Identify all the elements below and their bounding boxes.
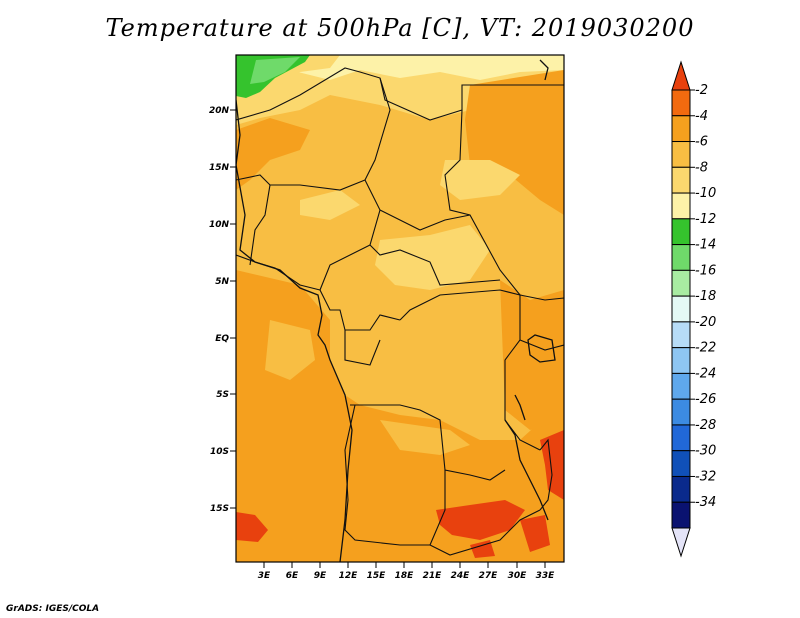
colorbar-label: -32 (695, 469, 716, 484)
field-orange-east (500, 280, 564, 430)
lat-axis: 20N 15N 10N 5N EQ 5S 10S 15S (209, 106, 236, 514)
map-title: Temperature at 500hPa [C], VT: 201903020… (105, 14, 695, 42)
colorbar-swatch (671, 424, 691, 452)
lon-label: 33E (536, 571, 556, 581)
lat-tick-15n: 15N (209, 163, 236, 173)
lat-label: 10S (210, 447, 229, 457)
field-orange-ne (465, 70, 564, 215)
field-pale-central (375, 225, 490, 290)
colorbar-label: -6 (695, 135, 708, 150)
lat-label: 15S (210, 504, 229, 514)
colorbar-swatch (671, 347, 691, 374)
lon-label: 27E (479, 571, 499, 581)
field-orange-w (236, 118, 310, 190)
colorbar-swatch (671, 141, 691, 168)
country-borders (236, 67, 564, 556)
colorbar-swatch (671, 115, 691, 143)
lon-tick-27e: 27E (479, 562, 499, 581)
colorbar-label: -4 (695, 109, 708, 124)
colorbar-label: -10 (695, 186, 716, 201)
colorbar-label: -18 (695, 289, 716, 304)
field-red-se (540, 430, 564, 500)
lat-tick-10n: 10N (209, 220, 236, 230)
colorbar-swatch (671, 475, 691, 503)
colorbar-swatch (671, 295, 691, 323)
lon-tick-3e: 3E (258, 562, 271, 581)
lon-tick-18e: 18E (395, 562, 415, 581)
colorbar-top-arrow (671, 60, 691, 91)
colorbar-label: -24 (695, 366, 716, 381)
colorbar-bottom-arrow (671, 527, 691, 558)
lat-tick-5n: 5N (215, 277, 236, 287)
lon-label: 12E (339, 571, 359, 581)
colorbar-label: -30 (695, 444, 716, 459)
colorbar-swatch (671, 89, 691, 117)
lat-label: 10N (209, 220, 230, 230)
field-lightgreen-nw (250, 57, 300, 84)
colorbar-label: -8 (695, 160, 708, 175)
colorbar-label: -16 (695, 263, 716, 278)
lon-tick-9e: 9E (314, 562, 327, 581)
lon-tick-15e: 15E (367, 562, 387, 581)
lat-label: EQ (215, 334, 229, 344)
colorbar-swatch (671, 166, 691, 194)
field-pale-w2 (300, 190, 360, 220)
colorbar-label: -34 (695, 495, 716, 510)
coastline (236, 59, 556, 562)
field-red-sw (236, 512, 268, 542)
colorbar-swatch (671, 398, 691, 426)
lat-tick-20n: 20N (209, 106, 236, 116)
temperature-field (236, 55, 564, 562)
lon-label: 15E (367, 571, 387, 581)
colorbar-swatch (671, 269, 691, 297)
lon-label: 21E (423, 571, 443, 581)
lon-tick-12e: 12E (339, 562, 359, 581)
field-red-s2 (470, 540, 495, 558)
colorbar: -2 -4 -6 -8 -10 -12 -14 -16 -18 -20 -22 -24 -26 -28 -3… (671, 60, 716, 558)
colorbar-swatch (671, 501, 691, 529)
lon-tick-33e: 33E (536, 562, 556, 581)
colorbar-swatch (671, 321, 691, 349)
field-light-s (380, 420, 470, 455)
lat-tick-10s: 10S (210, 447, 236, 457)
field-pale-ne2 (440, 160, 520, 200)
lon-tick-6e: 6E (286, 562, 299, 581)
field-light-sw (265, 320, 315, 380)
lon-tick-24e: 24E (451, 562, 471, 581)
colorbar-label: -20 (695, 315, 716, 330)
lat-tick-eq: EQ (215, 334, 236, 344)
colorbar-swatch (671, 192, 691, 220)
lon-label: 18E (395, 571, 415, 581)
lat-label: 20N (209, 106, 230, 116)
lon-label: 24E (451, 571, 471, 581)
colorbar-label: -14 (695, 238, 716, 253)
colorbar-label: -26 (695, 392, 716, 407)
lon-label: 3E (258, 571, 271, 581)
colorbar-label: -12 (695, 212, 716, 227)
colorbar-label: -22 (695, 341, 716, 356)
lat-label: 5N (215, 277, 229, 287)
lon-label: 9E (314, 571, 327, 581)
field-orange-south (236, 270, 564, 562)
colorbar-label: -2 (695, 83, 708, 98)
map-frame (235, 54, 565, 563)
lon-tick-21e: 21E (423, 562, 443, 581)
lat-tick-5s: 5S (216, 390, 236, 400)
lon-label: 30E (508, 571, 528, 581)
credit-label: GrADS: IGES/COLA (6, 604, 100, 614)
colorbar-swatch (671, 244, 691, 271)
field-red-se2 (520, 515, 550, 552)
lat-tick-15s: 15S (210, 504, 236, 514)
colorbar-label: -28 (695, 418, 716, 433)
field-red-s (436, 500, 525, 540)
lat-label: 15N (209, 163, 230, 173)
colorbar-swatch (671, 218, 691, 246)
lon-label: 6E (286, 571, 299, 581)
lon-axis: 3E 6E 9E 12E 15E 18E 21E 24E 27E 30E 33E (258, 562, 555, 581)
lat-label: 5S (216, 390, 229, 400)
lon-tick-30e: 30E (508, 562, 528, 581)
colorbar-swatch (671, 450, 691, 477)
colorbar-swatch (671, 372, 691, 400)
